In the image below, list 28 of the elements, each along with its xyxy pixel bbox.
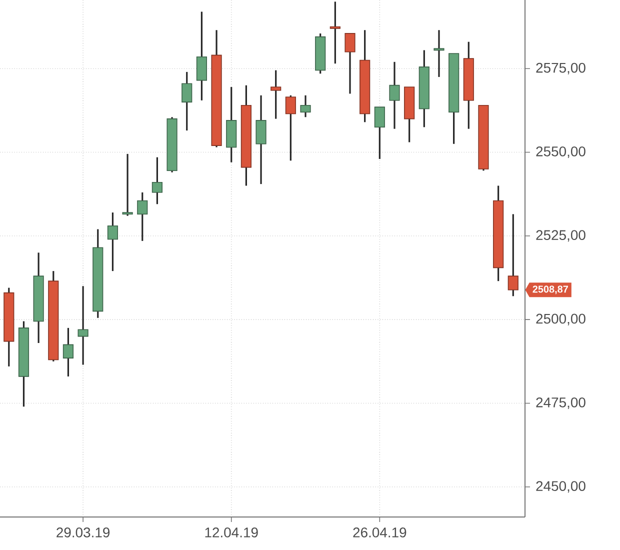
candlestick bbox=[344, 32, 356, 94]
candlestick bbox=[182, 71, 192, 132]
y-tick-label: 2525,00 bbox=[536, 230, 586, 242]
x-tick-label: 29.03.19 bbox=[56, 528, 110, 538]
y-tick-label: 2550,00 bbox=[536, 146, 586, 158]
candlestick bbox=[152, 156, 162, 205]
candlestick bbox=[330, 0, 340, 64]
candlestick bbox=[256, 94, 266, 185]
candlestick bbox=[389, 61, 400, 130]
x-tick-label: 12.04.19 bbox=[205, 528, 258, 538]
candlestick bbox=[285, 94, 296, 162]
candlestick bbox=[122, 153, 133, 217]
y-tick-label: 2575,00 bbox=[536, 62, 586, 74]
text: 2508,87 bbox=[532, 286, 568, 294]
y-tick-label: 2475,00 bbox=[536, 397, 586, 409]
x-tick-label: 26.04.19 bbox=[353, 528, 406, 538]
candlestick bbox=[300, 94, 311, 118]
candlestick bbox=[107, 212, 118, 272]
candlestick bbox=[508, 213, 518, 297]
candlestick bbox=[270, 69, 282, 120]
candlestick bbox=[78, 285, 88, 366]
candlestick bbox=[434, 29, 444, 78]
candlestick bbox=[196, 10, 207, 102]
candlestick bbox=[62, 327, 74, 378]
candlestick bbox=[137, 192, 148, 242]
candlestick bbox=[374, 106, 385, 160]
y-tick-label: 2450,00 bbox=[536, 481, 586, 493]
y-tick-label: 2500,00 bbox=[536, 314, 586, 326]
